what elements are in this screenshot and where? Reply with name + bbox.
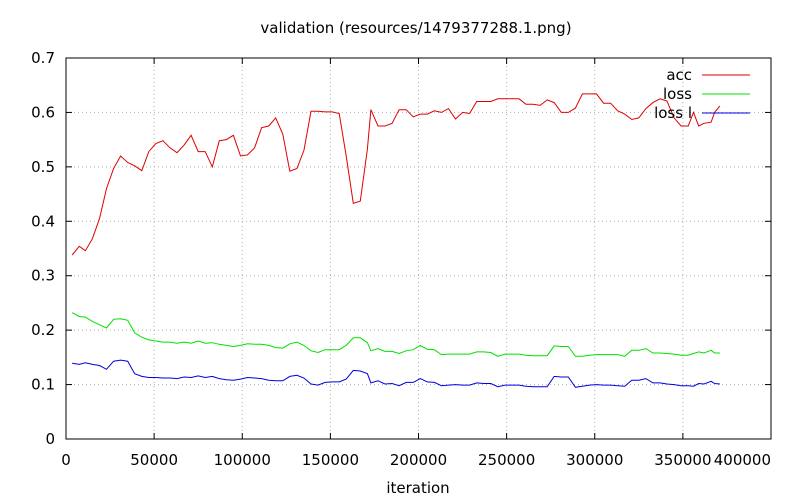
y-tick-label: 0.2 (31, 321, 55, 339)
x-tick-label: 350000 (654, 451, 711, 469)
x-tick-label: 300000 (566, 451, 623, 469)
y-tick-label: 0.1 (31, 376, 55, 394)
series-line-loss (71, 312, 720, 357)
axis-ticks: 0 0.1 0.2 0.3 0.4 0.5 0.6 0.7 0 50000 100000 150000… (31, 49, 772, 469)
chart-title: validation (resources/1479377288.1.png) (260, 19, 571, 37)
x-tick-label: 200000 (390, 451, 447, 469)
y-tick-label: 0.3 (31, 267, 55, 285)
x-axis-label: iteration (386, 479, 449, 497)
x-tick-label: 0 (61, 451, 71, 469)
x-tick-label: 250000 (478, 451, 535, 469)
y-tick-label: 0.4 (31, 212, 55, 230)
y-tick-label: 0.7 (31, 49, 55, 67)
grid (66, 58, 771, 439)
legend-label: acc (666, 66, 692, 84)
series-line-acc (71, 93, 721, 256)
y-tick-label: 0.5 (31, 158, 55, 176)
x-tick-label: 50000 (130, 451, 178, 469)
legend-label: loss l (654, 104, 692, 122)
legend-label: loss (663, 85, 692, 103)
y-tick-label: 0 (45, 430, 55, 448)
y-tick-label: 0.6 (31, 103, 55, 121)
x-tick-label: 150000 (302, 451, 359, 469)
series-line-loss-l (72, 359, 720, 388)
x-tick-label: 400000 (714, 451, 771, 469)
x-tick-label: 100000 (214, 451, 271, 469)
series-lines (71, 93, 721, 388)
